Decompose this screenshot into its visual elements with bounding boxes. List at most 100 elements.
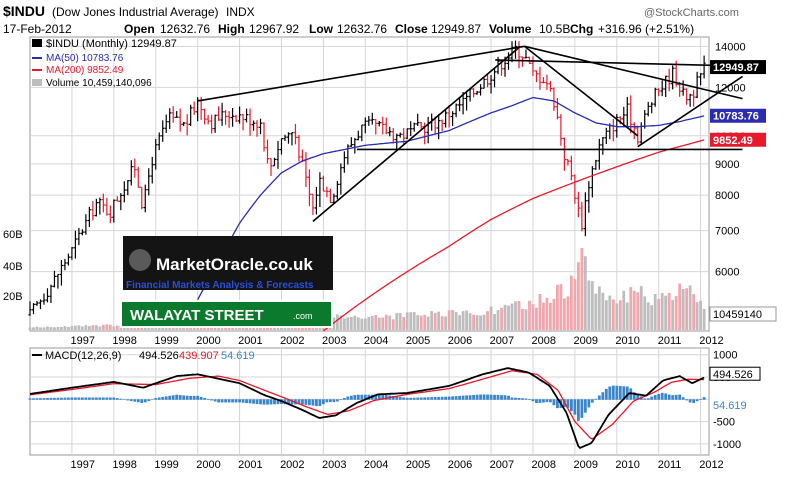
volume-bar	[423, 314, 427, 330]
volume-bar	[685, 288, 689, 330]
volume-bar	[437, 311, 441, 330]
badge-price-box	[710, 60, 766, 75]
macd-hist-bar	[377, 394, 381, 400]
price-bar	[272, 157, 277, 167]
price-bar	[384, 117, 388, 135]
badge-ma200: 9852.49	[710, 132, 766, 147]
price-bar	[437, 114, 441, 140]
volume-bar	[332, 317, 336, 330]
macd-hist-bar	[569, 399, 573, 412]
macd-hist-bar	[423, 397, 427, 400]
price-bar	[276, 141, 280, 169]
price-bar	[206, 114, 210, 125]
macd-hist-bar	[699, 398, 703, 400]
macd-hist-bar	[143, 399, 147, 403]
price-bar	[667, 68, 671, 92]
price-bars	[28, 40, 706, 316]
price-bar	[545, 74, 549, 90]
price-bar	[657, 88, 661, 97]
trendlines	[197, 45, 743, 222]
macd-hist-bar	[601, 392, 605, 400]
volume-bar	[28, 327, 32, 330]
price-bar	[251, 120, 256, 131]
price-bar	[569, 155, 573, 181]
price-bar	[594, 159, 598, 170]
price-bar	[325, 186, 329, 198]
volume-bar	[395, 313, 399, 330]
macd-hist-bar	[451, 396, 455, 400]
price-bar	[454, 103, 458, 118]
volume-bar	[419, 315, 423, 330]
volume-bar	[349, 316, 353, 330]
volume-bar	[535, 307, 538, 330]
macd-hist-bar	[493, 394, 496, 400]
price-bar	[444, 110, 448, 128]
volume-bar	[353, 315, 357, 330]
macd-hist-bar	[210, 399, 214, 401]
legend-swatch-volume	[32, 79, 42, 86]
macd-hist-bar	[538, 399, 542, 403]
volume-bar	[447, 310, 451, 330]
volume-bar	[405, 312, 409, 330]
macd-hist-bar	[405, 397, 409, 400]
price-bar	[489, 75, 493, 94]
volume-axis: 20B 40B 60B	[3, 229, 23, 303]
price-bar	[108, 205, 112, 224]
price-bar	[472, 88, 476, 98]
price-bar	[171, 106, 175, 123]
macd-hist-bar	[80, 397, 84, 400]
price-badges: 12949.87 10783.76 9852.49 10459140	[709, 60, 777, 322]
price-bar	[458, 97, 462, 112]
volume-bar	[384, 314, 388, 330]
macd-hist-bar	[196, 395, 200, 400]
volume-bar	[360, 318, 364, 330]
y-tick-7000: 7000	[715, 226, 739, 238]
price-bar	[66, 253, 70, 266]
volume-bar	[63, 326, 67, 330]
price-bar	[416, 113, 420, 126]
macd-hist-bar	[241, 399, 245, 403]
volume-bar	[608, 295, 612, 330]
volume-bar	[458, 315, 462, 330]
volume-bar	[409, 312, 413, 330]
badge-hist-text: 54.619	[713, 400, 747, 412]
volume-bar	[84, 325, 88, 330]
macd-hist-bar	[465, 395, 468, 400]
macd-hist-bar	[444, 396, 448, 400]
macd-hist-bar	[503, 395, 507, 400]
macd-hist-bar	[67, 397, 70, 400]
price-bar	[143, 184, 147, 213]
price-bar	[398, 132, 402, 138]
macd-hist-bar	[398, 396, 402, 400]
x-tick-top-1997: 1997	[71, 335, 95, 347]
macd-histogram	[28, 385, 706, 421]
price-bar	[650, 102, 654, 114]
macd-hist-bar	[46, 398, 49, 400]
volume-bar	[101, 324, 105, 330]
legend-ma200: MA(200) 9852.49	[46, 65, 124, 76]
macd-hist-bar	[315, 399, 318, 407]
volume-bar	[112, 326, 116, 330]
volume-bar	[542, 302, 545, 330]
walayat-street-banner	[120, 300, 333, 328]
macd-tick--1000: -1000	[713, 439, 741, 451]
price-bar	[482, 78, 486, 89]
y-tick-12000: 12000	[715, 82, 746, 94]
price-bar	[552, 87, 556, 111]
volume-bar	[108, 324, 112, 330]
macd-hist-bar	[597, 395, 601, 400]
x-tick-top-2010: 2010	[615, 335, 639, 347]
price-bar	[321, 175, 325, 192]
macd-hist-bar	[290, 399, 294, 405]
volume-bar	[646, 302, 650, 330]
macd-hist-bar	[94, 397, 98, 400]
price-bar	[52, 270, 57, 288]
volume-bar	[105, 324, 109, 330]
price-bar	[688, 93, 692, 107]
macd-hist-bar	[349, 395, 353, 400]
volume-bar	[625, 302, 629, 330]
price-bar	[524, 49, 528, 59]
volume-bar	[35, 326, 39, 330]
macd-hist-bar	[437, 396, 441, 400]
